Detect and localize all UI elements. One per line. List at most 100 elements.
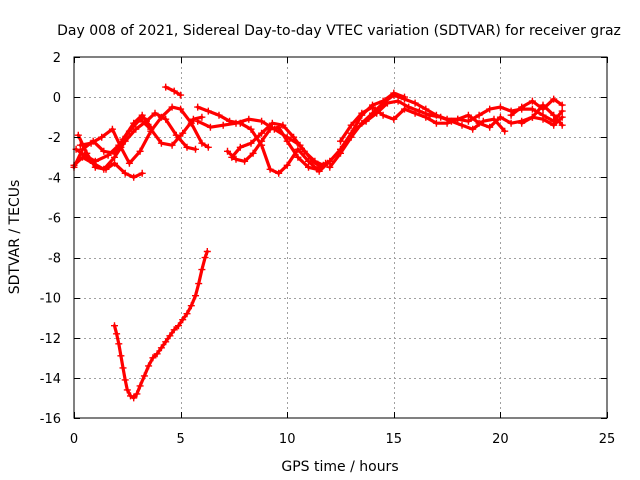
data-point [247,125,255,133]
data-point [201,254,209,262]
data-point [187,302,195,310]
y-tick-label: -16 [40,412,61,427]
data-point [258,117,266,125]
data-point [170,326,178,334]
data-point [130,173,138,181]
data-point [313,165,321,173]
data-point [490,115,498,123]
data-point [83,149,91,157]
data-point [249,149,257,157]
data-point [464,117,472,125]
y-axis-label: SDTVAR / TECUs [7,180,23,295]
data-point [528,97,536,105]
data-point [432,119,440,127]
y-tick-label: -12 [40,332,61,347]
data-point [153,350,161,358]
data-point [115,340,123,348]
data-point [496,113,504,121]
data-point [79,145,86,153]
x-tick-label: 0 [70,432,78,447]
data-point [198,139,206,147]
data-point [170,87,178,95]
data-point [157,344,165,352]
data-point [268,119,276,127]
data-point [166,332,174,340]
data-point [347,133,355,141]
data-point [337,149,344,157]
data-point [245,115,253,123]
data-point [232,155,240,163]
data-series-arc-14 [507,95,566,119]
data-point [179,129,187,137]
data-point [149,354,157,362]
data-point [383,99,391,107]
data-point [405,103,413,111]
data-point [187,119,195,127]
y-tick-label: 0 [53,91,61,106]
data-point [337,137,344,145]
data-point [100,147,108,155]
data-series-arc-13 [351,97,509,135]
y-tick-label: 2 [53,51,61,66]
data-point [507,111,515,119]
data-point [179,316,187,324]
y-tick-label: -10 [40,292,61,307]
data-point [157,113,165,121]
data-point [108,125,116,133]
data-point [98,133,106,141]
data-point [373,109,381,117]
data-point [475,111,483,119]
data-point [162,338,170,346]
y-tick-label: -8 [48,252,61,267]
data-point [91,163,99,171]
data-point [219,121,227,129]
data-point [203,248,211,255]
data-point [362,117,370,125]
data-point [232,119,240,127]
data-point [138,111,146,119]
data-point [102,165,110,173]
data-point [168,103,176,111]
data-point [550,121,558,129]
y-tick-label: -6 [48,211,61,226]
data-point [121,376,129,384]
data-point [415,107,423,115]
data-point [132,125,140,133]
data-point [136,147,144,155]
x-tick-label: 15 [386,432,403,447]
data-point [458,121,466,129]
data-point [123,386,131,394]
data-point [469,125,477,133]
data-point [172,131,180,139]
data-point [518,119,526,127]
data-point [270,125,278,133]
data-point [215,111,223,119]
data-point [326,157,334,165]
data-point [258,137,266,145]
data-point [177,105,185,113]
data-point [117,352,125,360]
data-point [121,169,129,177]
data-point [177,91,185,99]
data-point [175,322,182,330]
x-tick-label: 10 [279,432,296,447]
data-point [518,103,526,111]
data-point [486,123,494,131]
data-point [147,123,155,131]
x-tick-label: 20 [492,432,509,447]
data-point [89,137,97,145]
data-point [550,95,558,103]
data-point [479,117,487,125]
data-point [111,159,118,167]
data-series-arc-6 [162,83,185,99]
data-point [192,292,199,300]
data-point [464,111,472,119]
data-point [275,169,283,177]
data-point [224,147,231,155]
data-point [558,113,566,121]
data-point [369,103,376,111]
data-point [294,153,302,161]
data-point [247,139,255,147]
